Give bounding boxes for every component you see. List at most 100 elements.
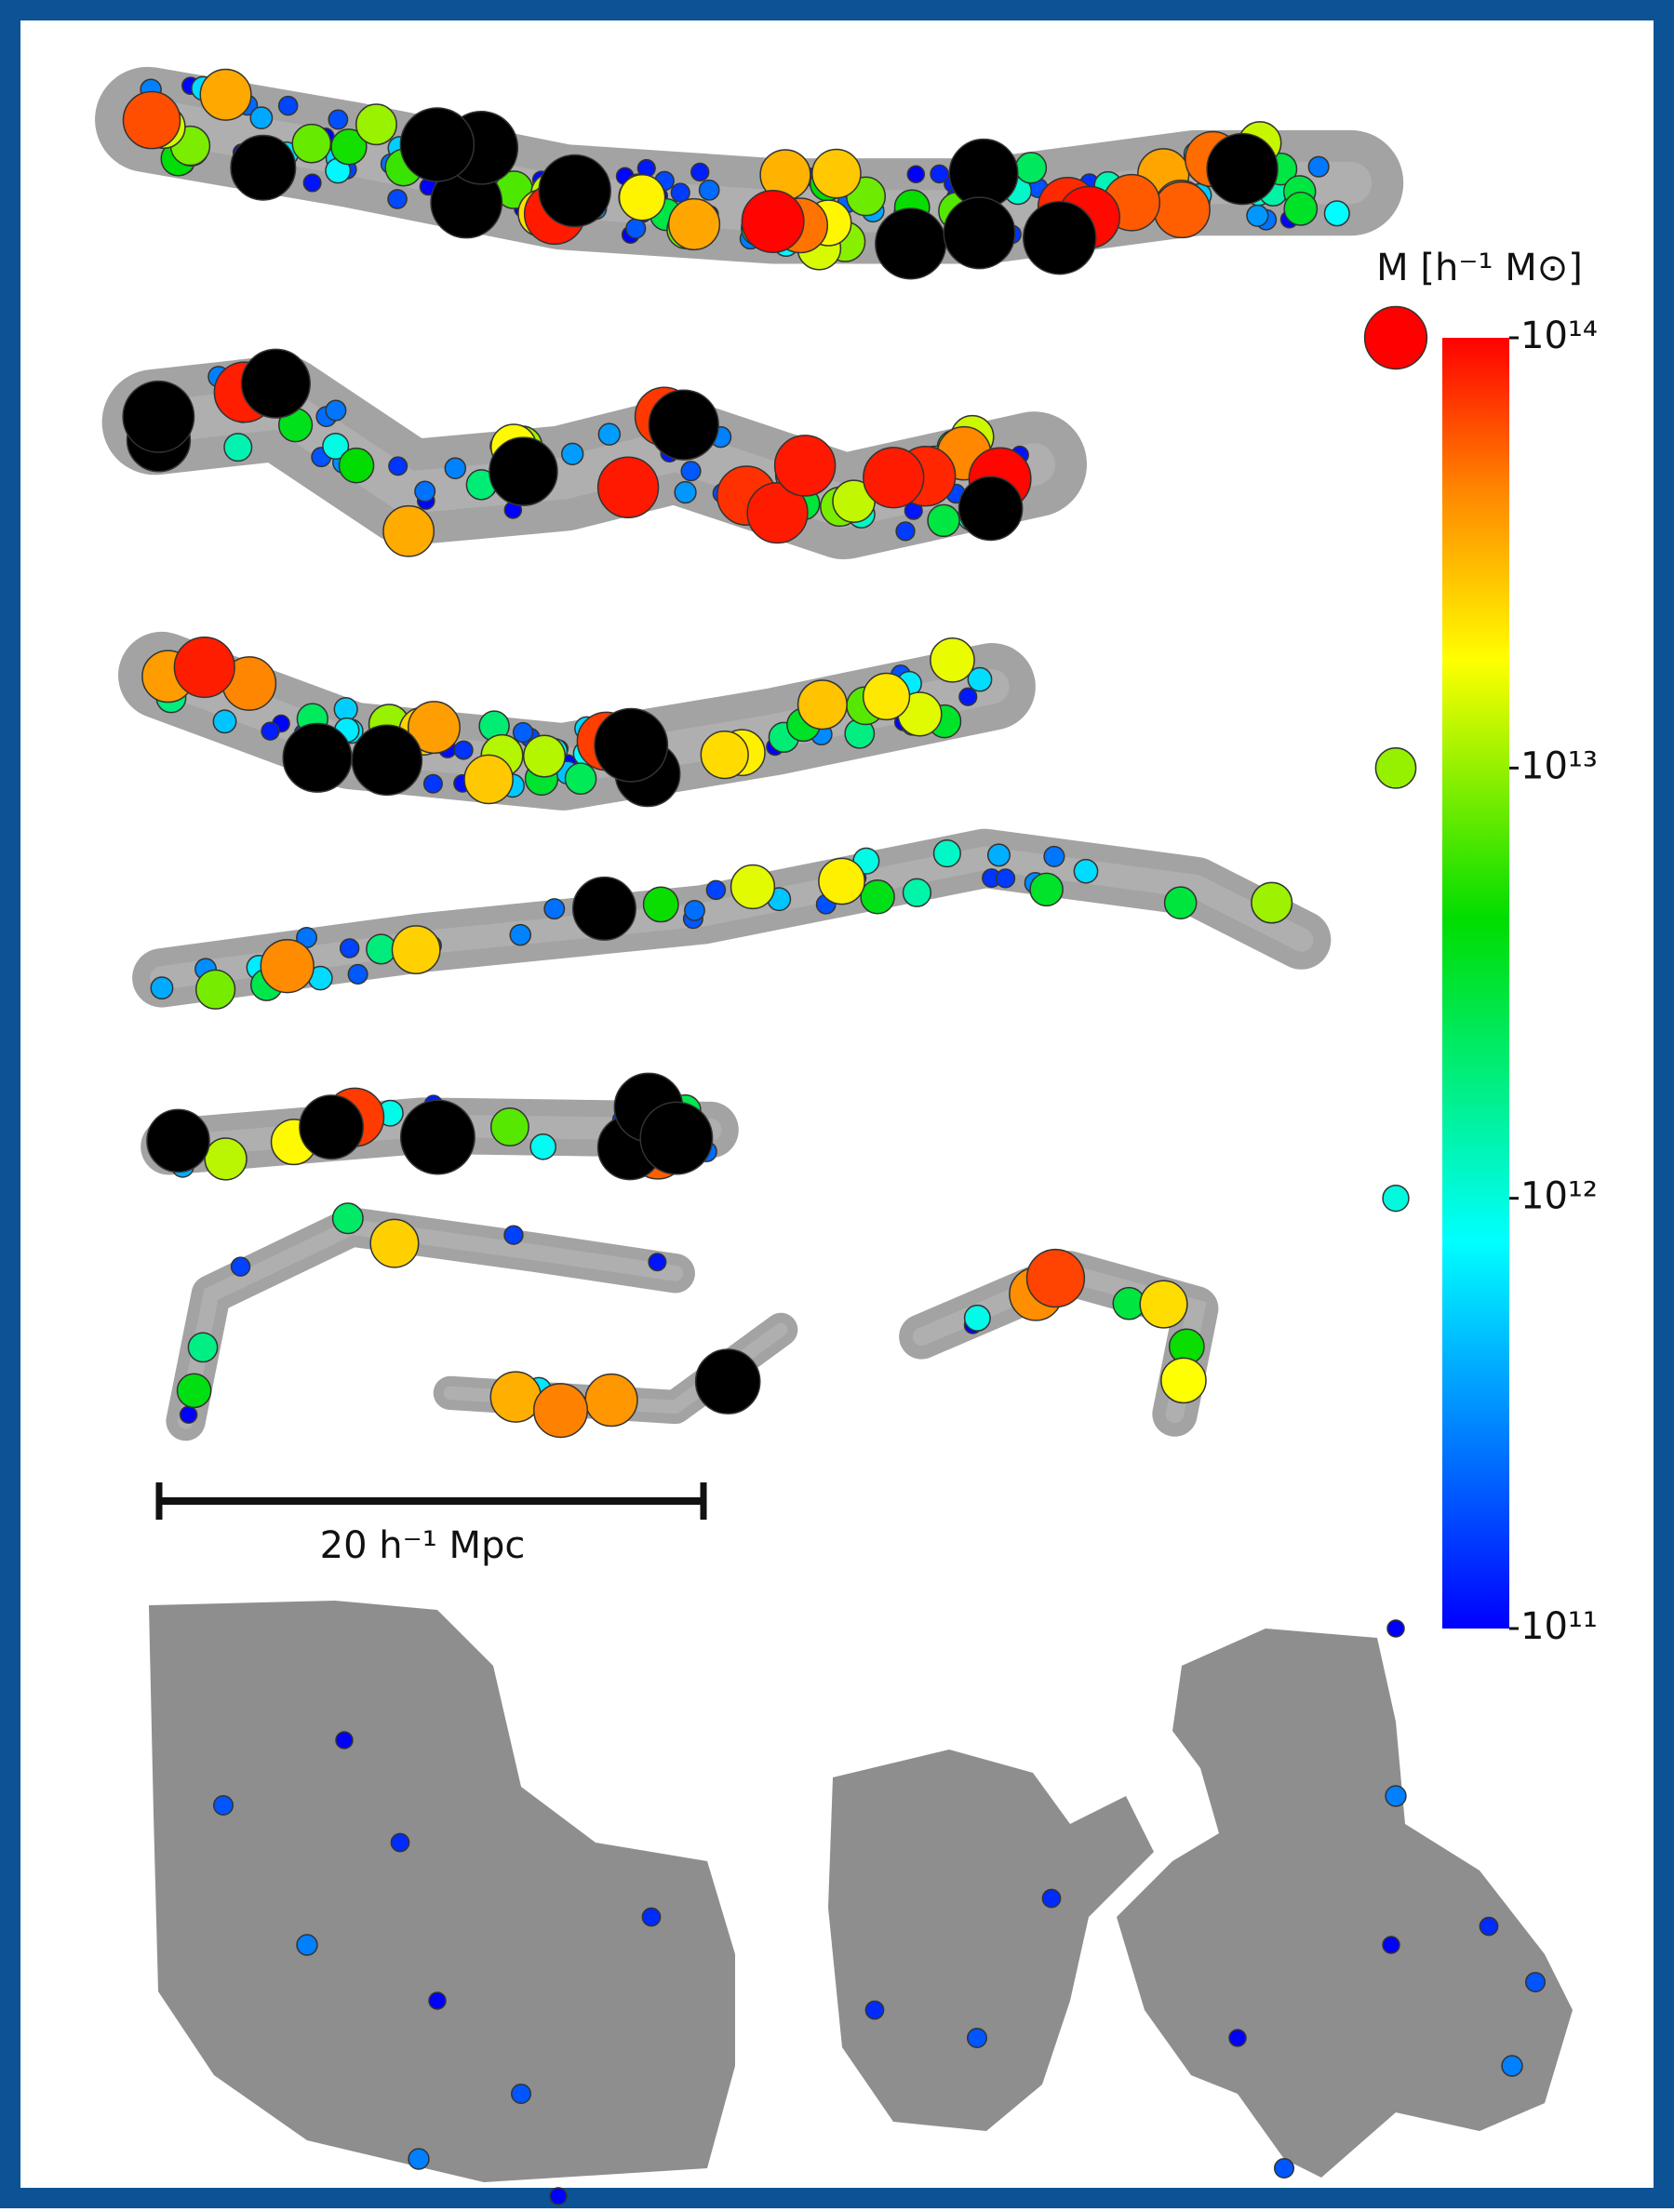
halo	[931, 638, 974, 682]
halo	[261, 940, 314, 993]
page: M [h⁻¹ M⊙] 10¹⁴10¹³10¹²10¹¹ 20 h⁻¹ Mpc (…	[0, 0, 1674, 2208]
halo	[388, 190, 407, 208]
halo	[1275, 2159, 1294, 2178]
colorbar-tick-label: 10¹³	[1520, 744, 1598, 787]
halo	[300, 1095, 363, 1159]
halo	[700, 181, 719, 200]
halo	[562, 443, 583, 464]
halo	[356, 104, 396, 144]
halo	[297, 1935, 317, 1955]
halo	[534, 1384, 588, 1438]
halo	[490, 1372, 541, 1422]
halo	[675, 482, 696, 503]
halo	[339, 449, 373, 483]
halo	[742, 191, 804, 253]
halo	[1324, 201, 1349, 226]
halo	[177, 1374, 210, 1407]
halo	[181, 1406, 197, 1423]
halo	[174, 637, 234, 698]
halo	[261, 722, 279, 740]
halo	[1383, 1937, 1399, 1953]
halo	[944, 197, 1014, 268]
halo	[968, 2029, 987, 2048]
halo	[685, 901, 704, 920]
halo	[341, 939, 359, 958]
halo	[1480, 1917, 1497, 1935]
size-legend-marker	[1383, 1186, 1409, 1212]
halo	[931, 165, 948, 182]
halo	[401, 1100, 475, 1173]
halo	[598, 423, 620, 445]
halo	[585, 1374, 637, 1427]
halo	[1016, 153, 1047, 183]
colorbar-tick-label: 10¹²	[1520, 1175, 1598, 1218]
halo	[408, 2149, 429, 2169]
halo	[965, 1306, 990, 1331]
halo	[250, 107, 272, 128]
halo	[445, 458, 465, 478]
colorbar-gradient	[1442, 338, 1509, 1629]
halo	[205, 1138, 247, 1180]
halo	[573, 878, 636, 940]
halo	[524, 735, 566, 777]
halo	[1074, 860, 1097, 883]
halo	[326, 400, 346, 421]
halo	[812, 149, 861, 197]
halo	[123, 382, 194, 452]
halo	[348, 965, 368, 985]
halo	[819, 858, 864, 904]
halo	[514, 723, 533, 743]
halo	[544, 899, 564, 918]
halo	[539, 154, 610, 226]
halo	[642, 1908, 660, 1925]
halo	[1161, 1358, 1206, 1402]
halo	[232, 1257, 250, 1276]
halo	[147, 1109, 209, 1172]
size-legend-marker	[1387, 1620, 1404, 1637]
halo	[1165, 887, 1197, 918]
halo	[200, 69, 251, 120]
halo	[1207, 134, 1278, 205]
halo	[1247, 205, 1268, 226]
halo	[988, 844, 1011, 866]
halo	[1140, 1280, 1187, 1328]
colorbar-tick-label: 10¹⁴	[1520, 315, 1598, 357]
halo	[598, 457, 659, 517]
halo	[392, 926, 439, 973]
halo	[691, 164, 709, 181]
halo	[530, 1134, 556, 1160]
halo	[1229, 2030, 1246, 2046]
halo	[1024, 202, 1096, 275]
halo	[303, 174, 321, 192]
halo	[997, 869, 1015, 888]
halo	[1386, 1786, 1406, 1806]
halo	[292, 125, 330, 163]
size-legend-marker	[1375, 748, 1415, 788]
halo	[389, 457, 408, 476]
halo	[489, 437, 557, 505]
halo	[864, 674, 910, 720]
halo	[565, 763, 596, 794]
halo	[1030, 873, 1063, 905]
halo	[649, 390, 718, 460]
halo	[336, 1732, 353, 1749]
halo	[934, 840, 961, 867]
halo	[1308, 156, 1329, 177]
halo	[367, 934, 396, 964]
halo	[464, 755, 513, 803]
halo	[626, 219, 646, 238]
halo	[1044, 847, 1065, 867]
halo	[196, 970, 235, 1009]
halo	[671, 183, 690, 202]
halo	[669, 199, 720, 250]
halo	[510, 925, 530, 945]
halo	[864, 448, 924, 508]
halo	[775, 436, 836, 496]
halo	[959, 476, 1023, 540]
halo	[620, 175, 665, 221]
halo	[876, 208, 946, 279]
halo	[279, 97, 298, 115]
halo	[231, 135, 295, 199]
halo	[415, 481, 435, 501]
colorbar-tick-label: 10¹¹	[1520, 1605, 1598, 1648]
